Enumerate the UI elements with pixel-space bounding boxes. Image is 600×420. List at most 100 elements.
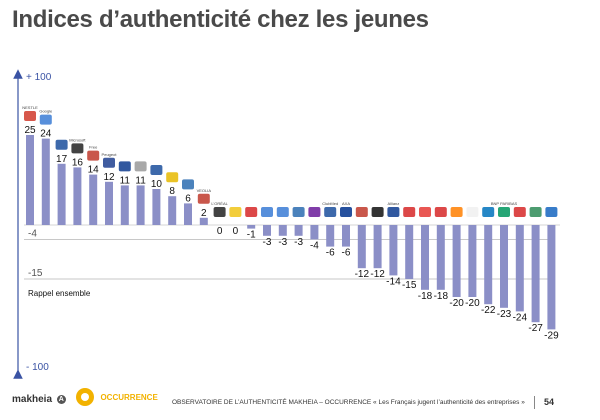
bar-21 [357, 225, 366, 269]
bar-26 [436, 225, 445, 290]
value-label-8: 10 [151, 179, 163, 190]
value-label-17: -3 [294, 237, 303, 248]
value-label-29: -22 [481, 305, 496, 316]
brand-logo-33 [545, 207, 558, 217]
brand-logo-text-0: NESTLE [22, 105, 38, 110]
brand-logo-2 [55, 139, 68, 150]
brand-logo-mark-13 [229, 207, 242, 217]
brand-logo-text-1: Google [39, 109, 53, 114]
value-label-7: 11 [135, 175, 146, 186]
page-number: 54 [544, 397, 555, 407]
value-label-23: -14 [386, 276, 401, 287]
occurrence-logo-icon [76, 388, 94, 406]
footer: makheia A OCCURRENCE OBSERVATOIRE DE L’A… [0, 384, 600, 420]
value-label-14: -1 [247, 230, 256, 241]
brand-logo-mark-21 [355, 207, 368, 217]
brand-logo-mark-33 [545, 207, 558, 217]
brand-logo-mark-11 [197, 193, 210, 204]
brand-logo-text-11: VEOLIA [197, 188, 212, 193]
value-label-16: -3 [278, 237, 287, 248]
reference-note: Rappel ensemble [28, 289, 91, 298]
brand-logo-11: VEOLIA [197, 188, 212, 204]
value-label-2: 17 [56, 154, 68, 165]
value-label-10: 6 [185, 193, 191, 204]
value-label-6: 11 [120, 175, 131, 186]
value-label-32: -27 [528, 323, 543, 334]
brand-logo-22 [371, 207, 384, 217]
brand-logo-mark-20 [340, 207, 352, 217]
brand-logo-text-5: Peugeot [102, 152, 118, 157]
brand-logo-mark-25 [419, 207, 431, 217]
value-label-31: -24 [513, 312, 528, 323]
brand-logo-4: Free [87, 145, 100, 161]
brand-logo-mark-8 [150, 165, 163, 175]
value-label-3: 16 [72, 157, 84, 168]
bar-18 [310, 225, 319, 240]
footer-separator [534, 396, 535, 409]
value-label-25: -18 [418, 291, 433, 302]
value-label-18: -4 [310, 240, 319, 251]
bar-17 [294, 225, 303, 236]
brand-logo-text-12: L'ORÉAL [211, 201, 228, 206]
brand-logo-mark-7 [134, 161, 147, 172]
makheia-logo: makheia A [12, 394, 66, 405]
value-label-19: -6 [326, 248, 335, 259]
brand-logo-mark-17 [292, 207, 305, 217]
brand-logo-mark-31 [513, 207, 526, 217]
bar-1 [41, 138, 50, 225]
page-title: Indices d’authenticité chez les jeunes [12, 6, 429, 33]
value-label-27: -20 [449, 298, 464, 309]
brand-logo-text-20: AXA [342, 201, 350, 206]
bar-28 [468, 225, 477, 297]
brand-logo-27 [450, 207, 463, 217]
brand-logo-32 [529, 207, 542, 217]
brand-logo-mark-30 [498, 207, 510, 217]
value-label-24: -15 [402, 280, 417, 291]
brand-logo-0: NESTLE [22, 105, 38, 121]
bar-32 [531, 225, 540, 323]
makheia-logo-text: makheia [12, 394, 53, 405]
bar-3 [73, 167, 82, 225]
value-label-21: -12 [355, 269, 370, 280]
value-label-9: 8 [169, 186, 175, 197]
bar-25 [421, 225, 429, 290]
brand-logo-31 [513, 207, 526, 217]
brand-logo-15 [261, 207, 273, 217]
brand-logo-20: AXA [340, 201, 352, 217]
value-label-5: 12 [103, 172, 115, 183]
bar-16 [278, 225, 287, 236]
bar-20 [342, 225, 350, 247]
reference-line-label-1: -15 [28, 268, 43, 279]
makheia-logo-mark: A [56, 394, 66, 404]
brand-logo-mark-24 [403, 207, 416, 217]
brand-logo-19: ClubMed [322, 201, 338, 217]
brand-logo-mark-6 [118, 161, 131, 172]
reference-line-label-0: -4 [28, 228, 37, 239]
value-label-22: -12 [370, 269, 385, 280]
value-label-4: 14 [88, 165, 100, 176]
brand-logo-7 [134, 161, 147, 172]
bar-4 [89, 174, 98, 225]
occurrence-logo: OCCURRENCE [76, 388, 158, 406]
brand-logo-16 [276, 207, 289, 217]
brand-logo-9 [166, 172, 179, 183]
brand-logo-30: BNP PARIBAS [491, 201, 517, 217]
brand-logo-24 [403, 207, 416, 217]
brand-logo-mark-9 [166, 172, 179, 183]
brand-logo-mark-23 [387, 207, 400, 217]
bars-group [26, 135, 556, 330]
reference-lines: -4 -15 Rappel ensemble [24, 228, 548, 298]
brand-logo-text-19: ClubMed [322, 201, 338, 206]
bar-19 [326, 225, 335, 247]
brand-logo-14 [245, 207, 258, 217]
bar-11 [199, 217, 208, 225]
bar-7 [136, 185, 145, 225]
bar-2 [57, 163, 66, 225]
brand-logo-mark-12 [213, 207, 226, 217]
brand-logo-mark-27 [450, 207, 463, 217]
brand-logo-26 [434, 207, 447, 217]
value-label-15: -3 [263, 237, 272, 248]
brand-logo-mark-4 [87, 150, 100, 161]
